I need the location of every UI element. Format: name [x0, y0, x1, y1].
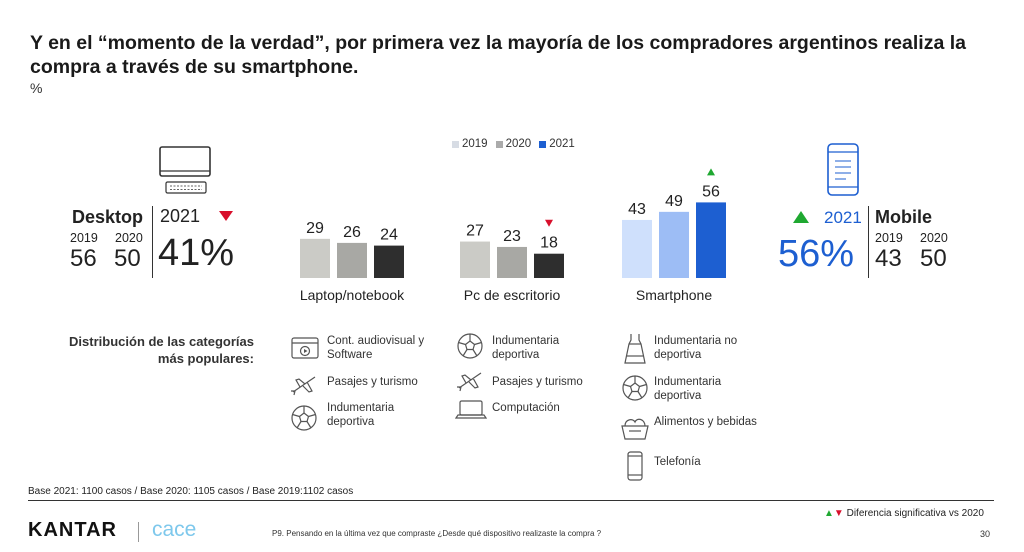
kantar-logo: KANTAR	[28, 519, 117, 541]
mobile-up-triangle-icon	[793, 211, 809, 223]
cace-logo: cace	[152, 518, 197, 541]
down-triangle-icon: ▼	[833, 508, 844, 519]
category-label: Pc de escritorio	[464, 287, 561, 303]
mobile-year-2021: 2021	[824, 208, 862, 227]
legend-2021-label: 2021	[549, 138, 575, 150]
desktop-label: Desktop	[72, 207, 144, 227]
desktop-year-2019: 2019	[70, 231, 98, 245]
bar-value-label: 24	[380, 227, 398, 244]
legend-2021: 2021	[539, 138, 575, 150]
legend-2019: 2019	[452, 138, 488, 150]
bar-value-label: 29	[306, 220, 324, 237]
significance-text: Diferencia significativa vs 2020	[846, 508, 984, 519]
bar-value-label: 43	[628, 201, 646, 218]
laptop-icon	[455, 400, 487, 419]
footer-divider	[28, 500, 994, 501]
logo-separator	[138, 522, 139, 542]
smartphone-icon	[827, 143, 859, 196]
dist-col3-item2: Indumentaria deportiva	[654, 376, 722, 402]
desktop-computer-icon	[159, 146, 211, 194]
dist-col3-item4: Telefonía	[654, 456, 701, 468]
bar-value-label: 26	[343, 224, 361, 241]
mobile-value-2020: 50	[920, 245, 947, 272]
bar-pc-de-escritorio-2021	[534, 253, 564, 278]
bar-value-label: 27	[466, 223, 484, 240]
mobile-value-2019: 43	[875, 245, 902, 272]
soccer-ball-icon	[622, 375, 648, 401]
device-bar-chart: 29 26 24 Laptop/notebook 27 23 18 Pc de escrito…	[300, 168, 726, 303]
bar-pc-de-escritorio-2020	[497, 246, 527, 278]
category-label: Smartphone	[636, 287, 712, 303]
legend-2020: 2020	[495, 138, 532, 150]
base-note: Base 2021: 1100 casos / Base 2020: 1105 …	[28, 486, 354, 497]
page-title: Y en el “momento de la verdad”, por prim…	[30, 32, 966, 78]
legend-2020-label: 2020	[505, 138, 532, 150]
bar-laptop-notebook-2019	[300, 238, 330, 278]
desktop-year-2020: 2020	[115, 231, 143, 245]
screen-play-icon	[291, 337, 319, 359]
desktop-value-2020: 50	[114, 245, 141, 272]
category-label: Laptop/notebook	[300, 287, 405, 303]
bar-pc-de-escritorio-2019	[460, 241, 490, 278]
dist-col2-item3: Computación	[492, 402, 560, 414]
up-triangle-icon: ▲	[824, 508, 834, 519]
bar-laptop-notebook-2021	[374, 245, 404, 278]
phone-icon	[627, 451, 643, 481]
bar-value-label: 18	[540, 235, 558, 252]
desktop-year-2021: 2021	[160, 206, 201, 226]
desktop-value-2021: 41%	[158, 232, 235, 274]
significance-up-icon	[707, 168, 715, 176]
airplane-icon	[291, 376, 316, 396]
dist-col3-item3: Alimentos y bebidas	[654, 416, 757, 428]
dist-col1-item3: Indumentaria deportiva	[327, 402, 395, 428]
bar-smartphone-2020	[659, 211, 689, 278]
significance-note: ▲▼ Diferencia significativa vs 2020	[824, 508, 984, 519]
survey-question: P9. Pensando en la última vez que compra…	[272, 529, 602, 538]
unit-label: %	[30, 80, 43, 96]
soccer-ball-icon	[457, 333, 483, 359]
legend-2019-label: 2019	[462, 138, 488, 150]
mobile-year-2020: 2020	[920, 231, 948, 245]
bar-smartphone-2019	[622, 219, 652, 278]
dist-col2-item1: Indumentaria deportiva	[492, 335, 560, 361]
significance-down-icon	[545, 219, 553, 227]
bar-value-label: 56	[702, 183, 720, 200]
soccer-ball-icon	[291, 405, 317, 431]
mobile-year-2019: 2019	[875, 231, 903, 245]
dress-icon	[624, 334, 646, 364]
mobile-divider	[868, 206, 869, 278]
dist-col2-item2: Pasajes y turismo	[492, 376, 583, 388]
desktop-value-2019: 56	[70, 245, 97, 272]
desktop-divider	[152, 206, 153, 278]
dist-col1-item1: Cont. audiovisual y Software	[327, 335, 425, 361]
dist-col1-item2: Pasajes y turismo	[327, 376, 418, 388]
bar-smartphone-2021	[696, 202, 726, 278]
dist-col3-item1: Indumentaria no deportiva	[654, 335, 738, 361]
page-number: 30	[980, 529, 991, 539]
bar-laptop-notebook-2020	[337, 242, 367, 278]
food-bowl-icon	[621, 418, 649, 440]
bar-value-label: 23	[503, 228, 521, 245]
chart-legend: 2019 2020 2021	[452, 138, 575, 150]
airplane-icon	[457, 372, 482, 392]
bar-value-label: 49	[665, 193, 683, 210]
distribution-title: Distribución de las categorías más popul…	[69, 334, 254, 366]
mobile-value-2021: 56%	[778, 233, 855, 275]
mobile-label: Mobile	[875, 207, 932, 227]
desktop-down-triangle-icon	[219, 211, 233, 221]
